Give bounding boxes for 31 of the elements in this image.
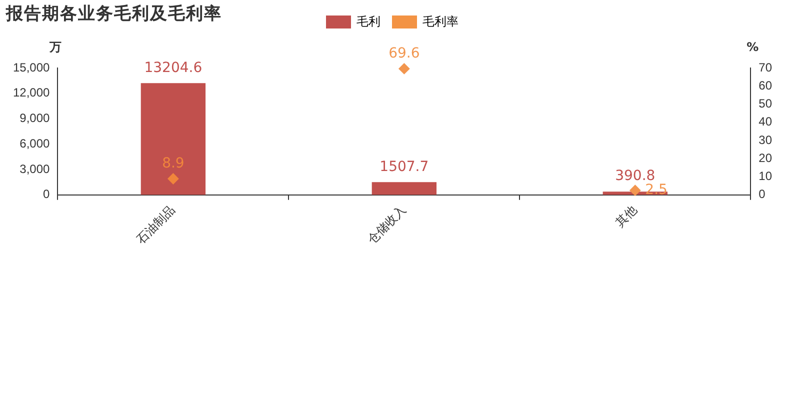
y2-tick-label: 60 (758, 78, 772, 92)
y2-tick-label: 20 (758, 150, 772, 165)
y2-tick-label: 0 (758, 187, 766, 202)
point (168, 173, 179, 184)
x-tick-label: 石油制品 (134, 202, 178, 246)
data-label: 390.8 (615, 168, 656, 184)
y-tick-label: 12,000 (13, 86, 50, 100)
legend-label: 毛利率 (422, 14, 458, 28)
point (398, 63, 410, 74)
point (630, 184, 641, 196)
y2-tick-label: 40 (758, 114, 772, 129)
y2-tick-label: 10 (758, 169, 772, 184)
x-tick-label: 仓储收入 (364, 202, 409, 246)
data-label: 1507.7 (380, 158, 429, 175)
x-tick-label: 其他 (612, 202, 640, 230)
chart-title: 报告期各业务毛利及毛利率 (6, 3, 222, 25)
y2-tick-label: 70 (758, 60, 772, 74)
bar (372, 182, 437, 195)
data-label: 69.6 (388, 45, 420, 62)
data-label: 13204.6 (144, 60, 202, 76)
y-tick-label: 0 (43, 187, 50, 202)
y-tick-label: 3,000 (20, 162, 50, 176)
bar (140, 83, 206, 195)
y-tick-label: 6,000 (20, 136, 50, 150)
y-axis-title: 万 (48, 40, 62, 54)
y2-axis-title: % (746, 40, 759, 54)
y-tick-label: 15,000 (13, 60, 50, 74)
legend-label: 毛利 (356, 14, 380, 28)
y-tick-label: 9,000 (20, 111, 50, 126)
y2-tick-label: 30 (758, 132, 772, 147)
y2-tick-label: 50 (758, 96, 772, 111)
